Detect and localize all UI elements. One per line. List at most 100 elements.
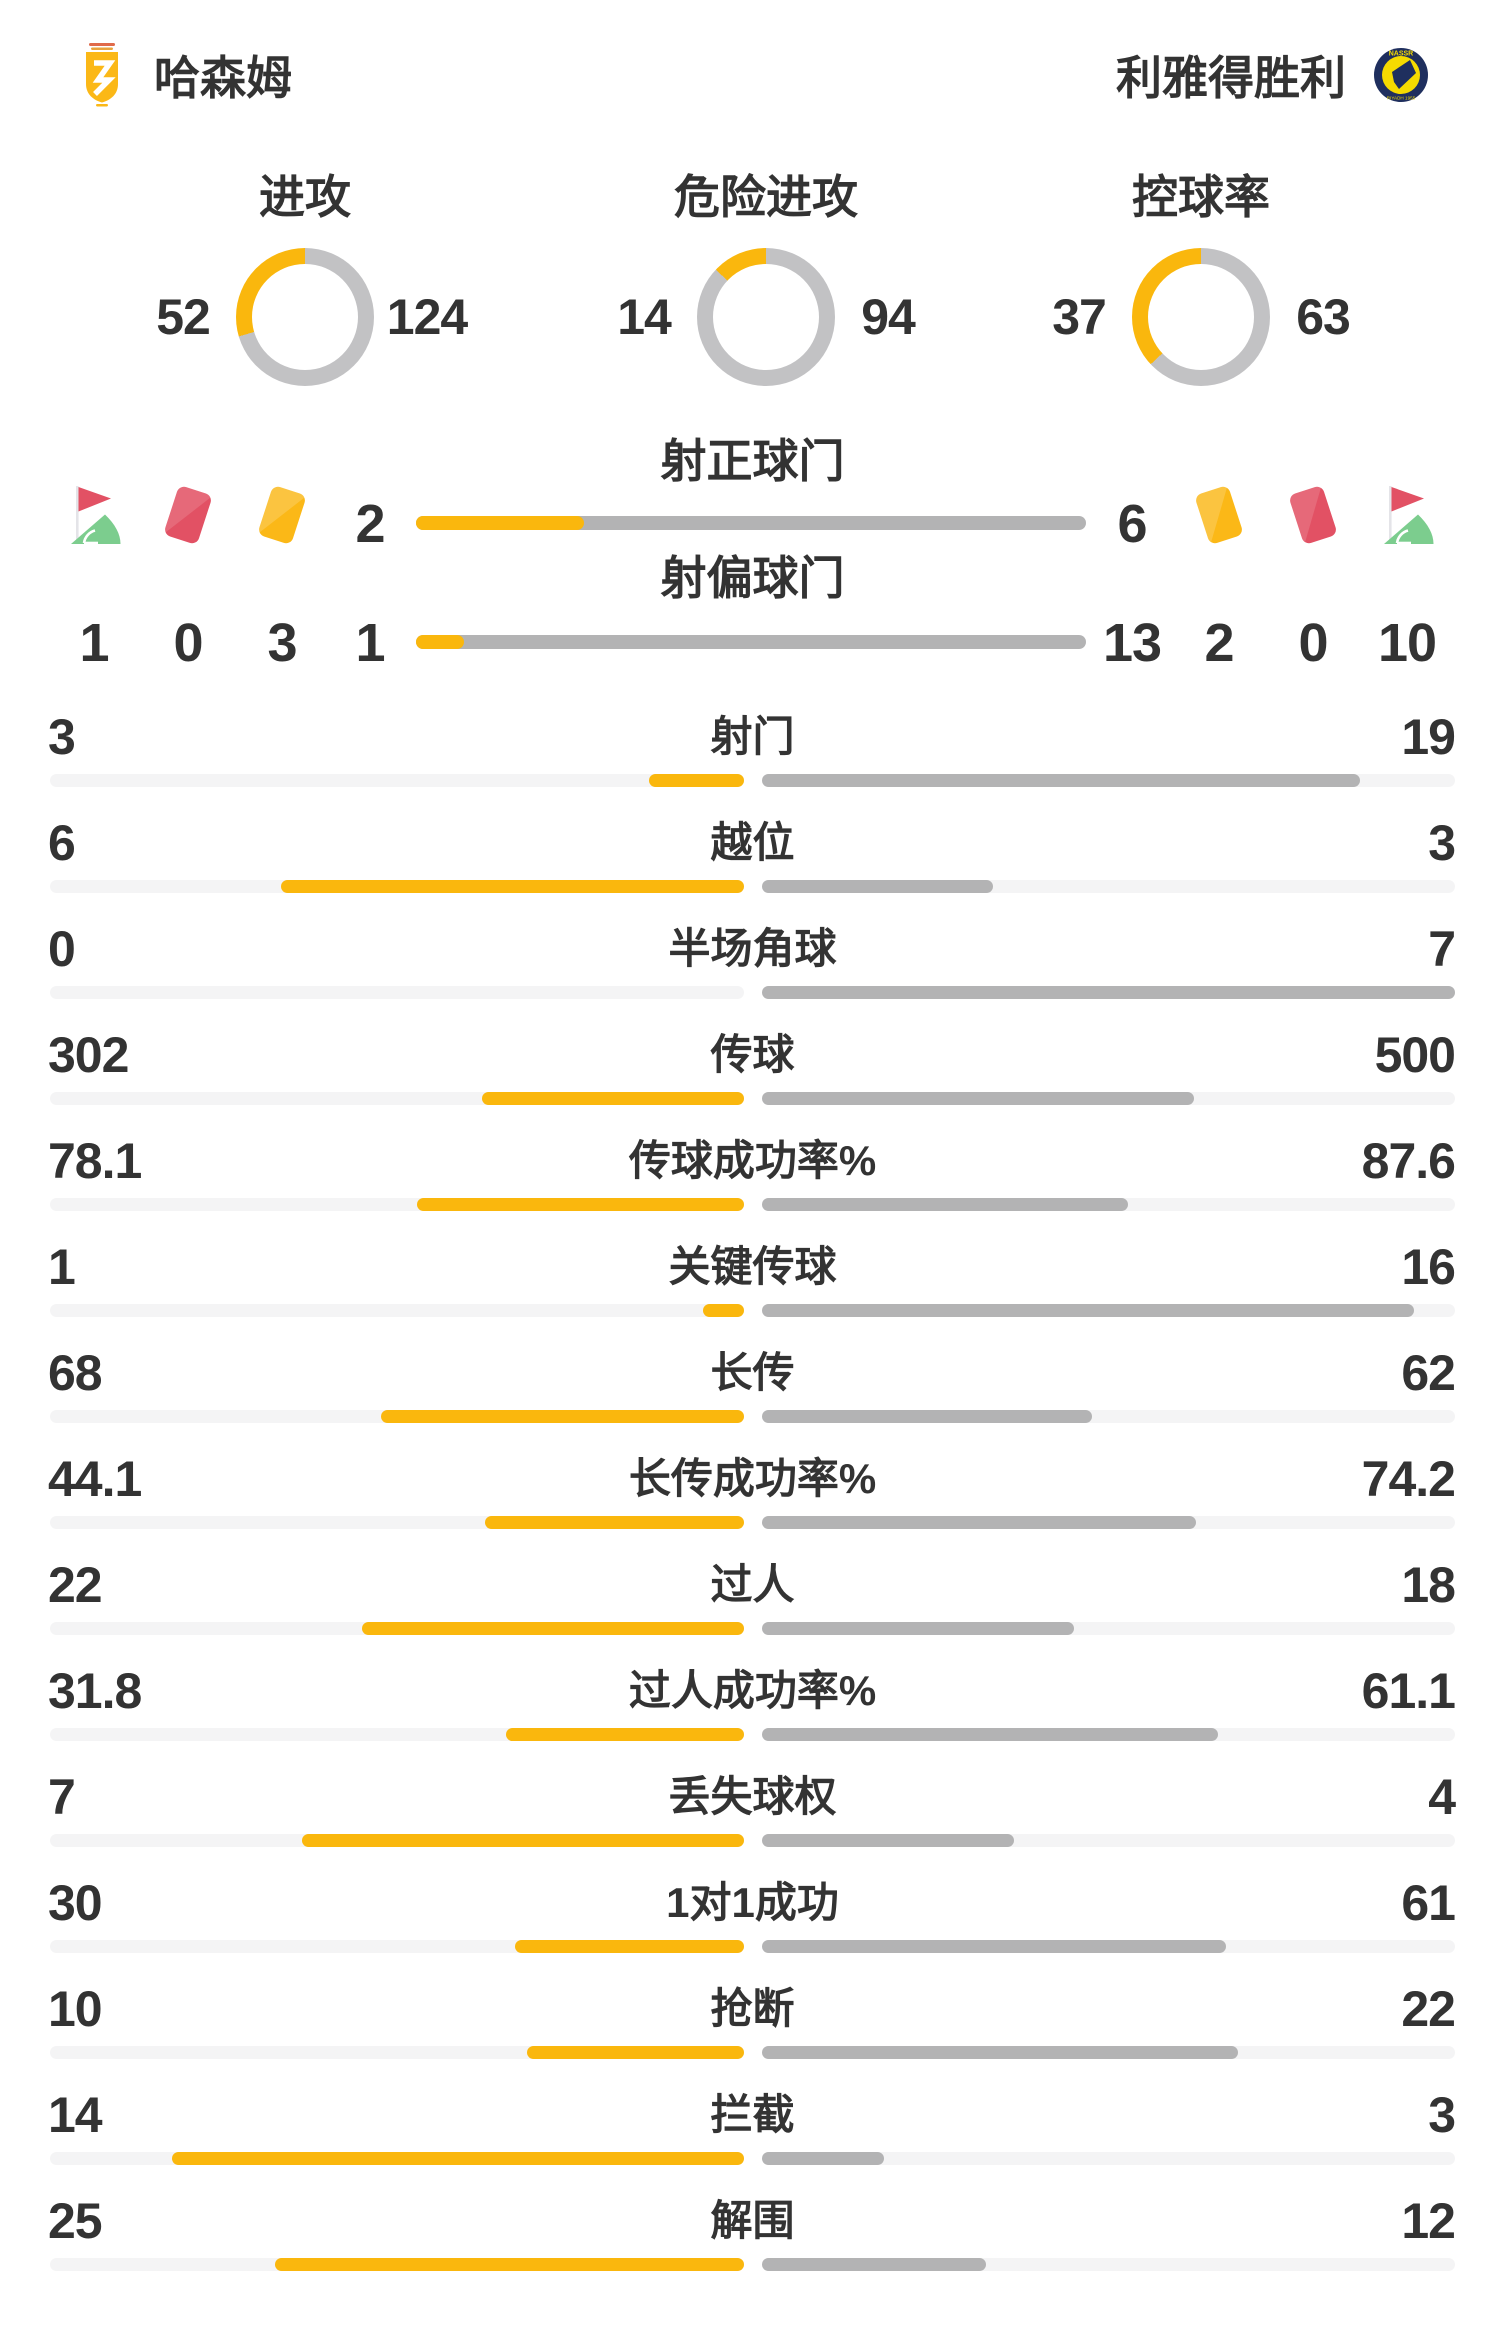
stat-row: 6 越位 3 — [0, 802, 1500, 908]
stat-home-value: 44.1 — [48, 1451, 142, 1507]
shots-section: 射正球门 射偏球门 — [0, 430, 1500, 700]
stat-row: 3 射门 19 — [0, 696, 1500, 802]
stat-row: 14 拦截 3 — [0, 2074, 1500, 2180]
donut-away-value: 94 — [861, 289, 916, 345]
stat-row: 31.8 过人成功率% 61.1 — [0, 1650, 1500, 1756]
stat-row: 7 丢失球权 4 — [0, 1756, 1500, 1862]
shots-off-target-away: 13 — [1102, 613, 1162, 673]
stat-home-value: 22 — [48, 1557, 103, 1613]
donut-away-value: 63 — [1296, 289, 1351, 345]
stats-list: 3 射门 19 6 越位 3 0 半场角球 7 302 传球 500 78.1 — [0, 696, 1500, 2286]
red-card-icon — [1273, 474, 1352, 556]
away-team-name: 利雅得胜利 — [1116, 52, 1346, 104]
stat-row: 302 传球 500 — [0, 1014, 1500, 1120]
home-bar — [50, 2258, 744, 2271]
stat-home-value: 302 — [48, 1027, 129, 1083]
red-card-icon — [148, 474, 227, 556]
away-team: 利雅得胜利 NASSR RIYADH 1955 — [1116, 40, 1430, 110]
stat-home-value: 6 — [48, 815, 76, 871]
away-bar — [761, 1516, 1455, 1529]
away-corners-count: 10 — [1377, 613, 1437, 673]
away-bar — [761, 1940, 1455, 1953]
stat-away-value: 22 — [1401, 1981, 1456, 2037]
home-team: 哈森姆 — [82, 40, 292, 110]
away-yellow-cards-count: 2 — [1204, 613, 1234, 673]
stat-label: 关键传球 — [668, 1243, 837, 1290]
stat-away-value: 74.2 — [1361, 1451, 1456, 1507]
donut-away-value: 124 — [386, 289, 468, 345]
stat-away-value: 62 — [1401, 1345, 1456, 1401]
shots-off-target-bar — [416, 635, 1086, 649]
header: 哈森姆 利雅得胜利 NASSR RIYADH 1955 — [0, 40, 1500, 110]
stat-bars — [50, 2152, 1455, 2165]
stat-home-value: 0 — [48, 921, 76, 977]
stat-home-value: 31.8 — [48, 1663, 142, 1719]
stat-row: 78.1 传球成功率% 87.6 — [0, 1120, 1500, 1226]
stat-bars — [50, 1622, 1455, 1635]
home-yellow-cards-count: 3 — [267, 613, 297, 673]
stat-row: 68 长传 62 — [0, 1332, 1500, 1438]
donut-chart: 控球率 37 63 — [1026, 172, 1376, 386]
away-team-logo-icon: NASSR RIYADH 1955 — [1373, 47, 1429, 103]
stat-bars — [50, 2046, 1455, 2059]
stat-home-value: 14 — [48, 2087, 103, 2143]
away-bar — [761, 2046, 1455, 2059]
home-bar — [50, 880, 744, 893]
away-bar — [761, 1198, 1455, 1211]
stat-row: 44.1 长传成功率% 74.2 — [0, 1438, 1500, 1544]
stat-bars — [50, 1198, 1455, 1211]
stat-label: 丢失球权 — [668, 1773, 837, 1820]
stat-row: 0 半场角球 7 — [0, 908, 1500, 1014]
away-bar — [761, 2152, 1455, 2165]
stat-away-value: 18 — [1401, 1557, 1456, 1613]
stat-away-value: 87.6 — [1361, 1133, 1456, 1189]
stat-away-value: 16 — [1401, 1239, 1456, 1295]
stat-away-value: 500 — [1374, 1027, 1456, 1083]
home-bar — [50, 1622, 744, 1635]
donut-ring — [697, 248, 835, 386]
stat-bars — [50, 1516, 1455, 1529]
away-bar — [761, 1410, 1455, 1423]
shots-on-target-bar — [416, 516, 1086, 530]
home-bar — [50, 986, 744, 999]
home-bar — [50, 1940, 744, 1953]
stat-away-value: 61 — [1401, 1875, 1456, 1931]
donut-chart: 进攻 52 124 — [130, 172, 480, 386]
stat-label: 抢断 — [710, 1985, 795, 2032]
away-red-cards-count: 0 — [1298, 613, 1328, 673]
stat-bars — [50, 1834, 1455, 1847]
home-bar — [50, 1728, 744, 1741]
home-red-cards-count: 0 — [173, 613, 203, 673]
donut-ring — [236, 248, 374, 386]
corner-flag-icon — [63, 482, 125, 548]
away-discipline-icons — [1188, 482, 1438, 548]
stat-home-value: 78.1 — [48, 1133, 142, 1189]
stat-home-value: 30 — [48, 1875, 103, 1931]
stat-row: 30 1对1成功 61 — [0, 1862, 1500, 1968]
home-bar — [50, 1410, 744, 1423]
stat-label: 越位 — [710, 819, 795, 866]
home-bar — [50, 774, 744, 787]
stat-row: 10 抢断 22 — [0, 1968, 1500, 2074]
away-bar — [761, 1622, 1455, 1635]
home-bar — [50, 1516, 744, 1529]
stat-label: 传球 — [710, 1031, 795, 1078]
stat-label: 过人成功率% — [628, 1667, 877, 1714]
donut-home-value: 14 — [617, 289, 672, 345]
home-discipline-icons — [63, 482, 313, 548]
stat-bars — [50, 1410, 1455, 1423]
donut-ring — [1132, 248, 1270, 386]
stat-home-value: 68 — [48, 1345, 103, 1401]
stat-label: 半场角球 — [668, 925, 837, 972]
donut-charts-section: 进攻 52 124 危险进攻 14 94 控球率 37 63 — [0, 172, 1500, 422]
stat-away-value: 7 — [1428, 921, 1456, 977]
away-bar — [761, 1834, 1455, 1847]
stat-bars — [50, 1940, 1455, 1953]
stat-home-value: 10 — [48, 1981, 103, 2037]
shots-off-target-label: 射偏球门 — [660, 552, 845, 604]
home-bar — [50, 2046, 744, 2059]
stat-bars — [50, 1304, 1455, 1317]
stat-bars — [50, 1728, 1455, 1741]
stat-away-value: 12 — [1401, 2193, 1456, 2249]
